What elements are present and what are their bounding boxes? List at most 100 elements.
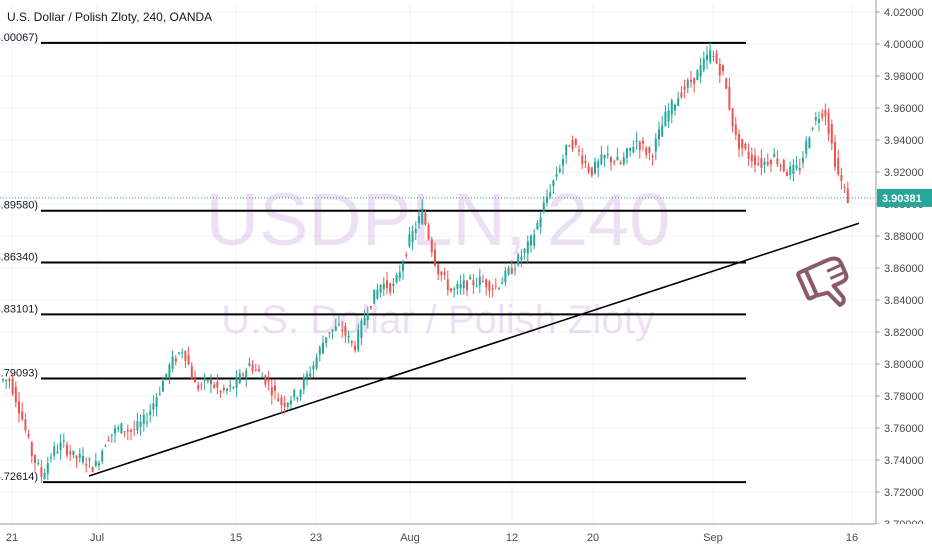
price-axis[interactable] bbox=[876, 0, 932, 524]
horizontal-level-label: (3.79093) bbox=[0, 368, 38, 380]
candle-body bbox=[693, 77, 696, 84]
candle-body bbox=[494, 285, 497, 287]
candle-body bbox=[638, 141, 641, 150]
candle-body bbox=[517, 254, 520, 265]
candle-body bbox=[443, 272, 446, 275]
candle-body bbox=[466, 280, 468, 291]
candle-body bbox=[674, 104, 676, 111]
candle-body bbox=[533, 234, 536, 246]
time-axis[interactable] bbox=[0, 524, 932, 550]
candle-body bbox=[427, 224, 430, 240]
candle-body bbox=[770, 160, 772, 165]
candle-body bbox=[741, 139, 744, 149]
candle-body bbox=[216, 381, 219, 388]
candle-body bbox=[344, 326, 347, 336]
candle-body bbox=[24, 419, 27, 431]
candle-body bbox=[475, 285, 478, 287]
watermark-description: U.S. Dollar / Polish Zloty bbox=[221, 298, 654, 342]
candle-body bbox=[485, 279, 488, 288]
candle-body bbox=[670, 100, 673, 115]
candle-body bbox=[549, 192, 552, 197]
candle-body bbox=[664, 111, 667, 126]
candle-body bbox=[555, 174, 558, 177]
candle-body bbox=[334, 326, 337, 331]
horizontal-level-label: (3.86340) bbox=[0, 252, 38, 264]
candle-body bbox=[187, 355, 190, 365]
candle-body bbox=[27, 433, 30, 437]
candle-body bbox=[200, 384, 203, 386]
candle-body bbox=[568, 145, 571, 147]
candle-body bbox=[574, 138, 577, 146]
candle-body bbox=[610, 156, 612, 163]
candle-body bbox=[526, 241, 529, 254]
candle-body bbox=[312, 365, 315, 370]
candle-body bbox=[290, 400, 292, 405]
candle-body bbox=[581, 155, 584, 165]
candle-body bbox=[782, 159, 785, 172]
candle-body bbox=[94, 461, 97, 466]
candle-body bbox=[760, 158, 763, 168]
candle-body bbox=[750, 154, 753, 162]
candle-body bbox=[792, 164, 795, 174]
candle-body bbox=[594, 161, 596, 174]
candle-body bbox=[501, 282, 504, 285]
candle-body bbox=[814, 116, 817, 121]
candle-body bbox=[722, 65, 724, 72]
candle-body bbox=[578, 150, 580, 152]
candle-body bbox=[350, 340, 353, 343]
candle-body bbox=[507, 267, 510, 275]
candle-body bbox=[171, 356, 174, 369]
candle-body bbox=[530, 235, 532, 246]
time-tick-label: Aug bbox=[400, 532, 420, 544]
candle-body bbox=[235, 377, 238, 388]
candle-body bbox=[280, 397, 283, 406]
time-tick-label: 21 bbox=[6, 532, 18, 544]
candle-body bbox=[619, 162, 622, 164]
candle-body bbox=[40, 467, 43, 477]
candle-body bbox=[437, 264, 440, 275]
chart-title: U.S. Dollar / Polish Zloty, 240, OANDA bbox=[7, 10, 212, 24]
price-tick-label: 3.80000 bbox=[884, 359, 924, 371]
candle-body bbox=[552, 180, 555, 187]
candle-body bbox=[654, 138, 657, 152]
horizontal-level-label: (3.89580) bbox=[0, 200, 38, 212]
candle-body bbox=[293, 389, 296, 398]
candle-body bbox=[104, 445, 107, 447]
candle-body bbox=[299, 389, 302, 397]
candle-body bbox=[232, 387, 235, 389]
candle-body bbox=[696, 70, 699, 81]
candle-body bbox=[133, 429, 136, 431]
candle-body bbox=[5, 379, 8, 381]
candle-body bbox=[680, 92, 683, 98]
candle-body bbox=[373, 289, 376, 304]
candle-body bbox=[757, 163, 760, 165]
candle-body bbox=[117, 427, 120, 430]
trendline[interactable] bbox=[88, 222, 860, 477]
candle-body bbox=[168, 364, 171, 378]
candle-body bbox=[597, 161, 600, 168]
candle-body bbox=[357, 329, 360, 351]
candle-body bbox=[126, 429, 129, 432]
grid-lines bbox=[0, 4, 876, 525]
candle-body bbox=[286, 403, 289, 407]
candle-body bbox=[53, 446, 56, 456]
candle-body bbox=[536, 222, 539, 230]
candle-body bbox=[376, 289, 379, 299]
candle-body bbox=[379, 284, 382, 293]
candle-body bbox=[283, 402, 286, 407]
candle-body bbox=[242, 374, 244, 376]
candle-body bbox=[482, 281, 484, 283]
candle-body bbox=[66, 444, 68, 456]
candle-body bbox=[805, 140, 808, 154]
candle-body bbox=[498, 287, 500, 289]
candle-body bbox=[834, 142, 836, 168]
price-tick-label: 3.84000 bbox=[884, 295, 924, 307]
candle-body bbox=[152, 403, 155, 410]
candle-body bbox=[709, 49, 712, 63]
candle-body bbox=[808, 137, 811, 149]
candle-body bbox=[731, 108, 734, 127]
candle-body bbox=[488, 281, 491, 292]
candle-body bbox=[229, 385, 232, 387]
candle-body bbox=[363, 318, 366, 325]
